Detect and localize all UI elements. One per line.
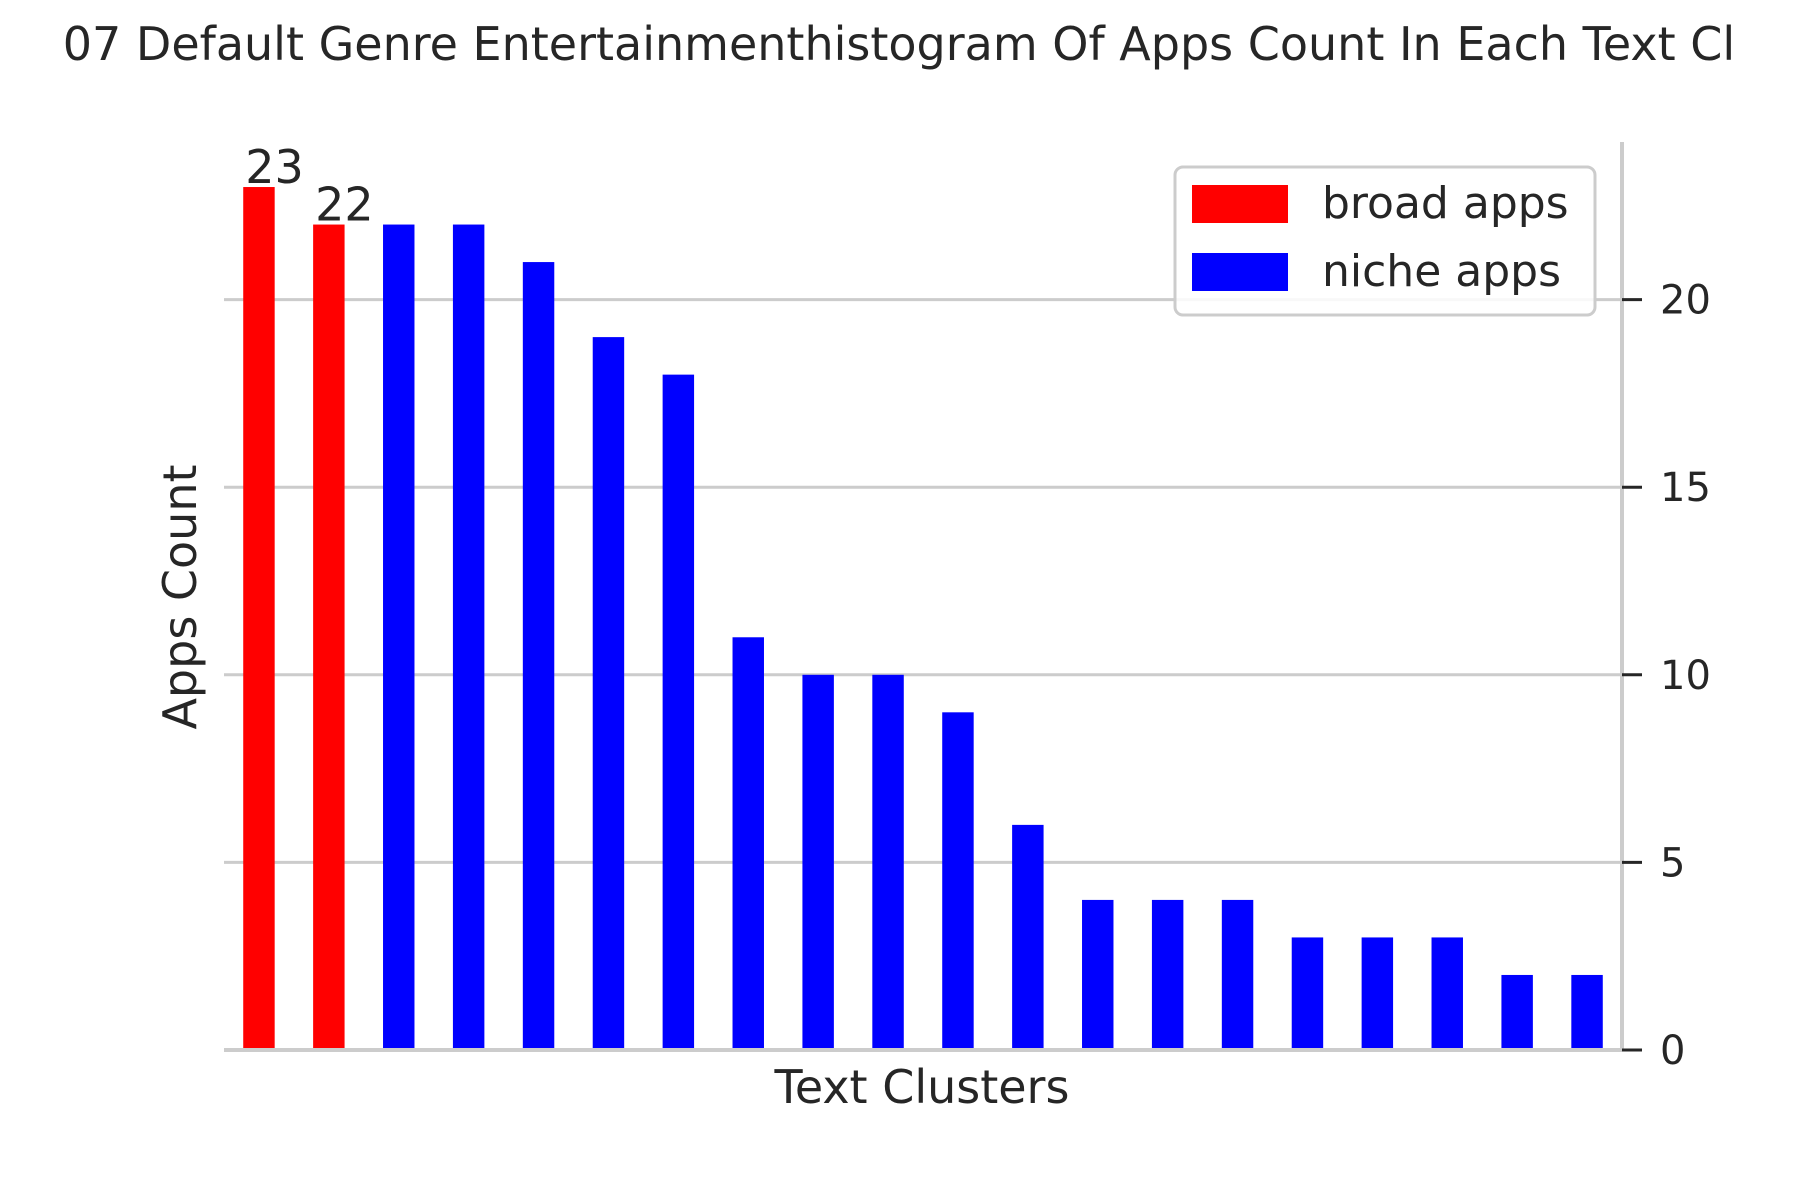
bar-niche-apps <box>732 637 764 1050</box>
bar-broad-apps <box>243 187 275 1051</box>
bar-niche-apps <box>592 337 625 1051</box>
bar-value-label: 22 <box>315 178 374 232</box>
x-axis-label: Text Clusters <box>774 1060 1070 1114</box>
bar-niche-apps <box>1501 974 1533 1050</box>
y-tick-label: 15 <box>1660 465 1711 511</box>
legend-swatch <box>1192 185 1288 223</box>
y-tick-label: 20 <box>1660 278 1711 324</box>
bar-niche-apps <box>383 224 415 1050</box>
bar-niche-apps <box>1571 974 1603 1050</box>
y-axis-ticks: 0 5 10 15 20 <box>1622 278 1711 1074</box>
bar-niche-apps <box>1082 899 1114 1050</box>
legend: broad apps niche apps <box>1173 165 1597 317</box>
bar-broad-apps <box>313 224 345 1050</box>
bar-niche-apps <box>942 712 974 1050</box>
bar-niche-apps <box>1221 899 1254 1050</box>
y-tick-label: 10 <box>1660 653 1711 699</box>
bar-niche-apps <box>662 374 695 1050</box>
bar-value-label: 23 <box>245 140 304 194</box>
bar-niche-apps <box>1291 937 1324 1050</box>
legend-label: broad apps <box>1322 178 1569 229</box>
bar-niche-apps <box>802 674 834 1050</box>
legend-label: niche apps <box>1322 246 1561 297</box>
grid-lines <box>224 298 1622 864</box>
bar-niche-apps <box>1431 937 1463 1050</box>
bars <box>243 187 1603 1051</box>
y-axis-label: Apps Count <box>153 464 207 729</box>
bar-niche-apps <box>872 674 904 1050</box>
bar-niche-apps <box>1012 824 1044 1050</box>
bar-niche-apps <box>452 224 485 1050</box>
y-tick-label: 5 <box>1660 840 1685 886</box>
bar-niche-apps <box>1361 937 1394 1050</box>
bar-niche-apps <box>1151 899 1184 1050</box>
chart-title: 07 Default Genre Entertainmenthistogram … <box>63 17 1735 71</box>
y-tick-label: 0 <box>1660 1028 1685 1074</box>
legend-swatch <box>1192 253 1288 291</box>
bar-niche-apps <box>522 262 555 1050</box>
